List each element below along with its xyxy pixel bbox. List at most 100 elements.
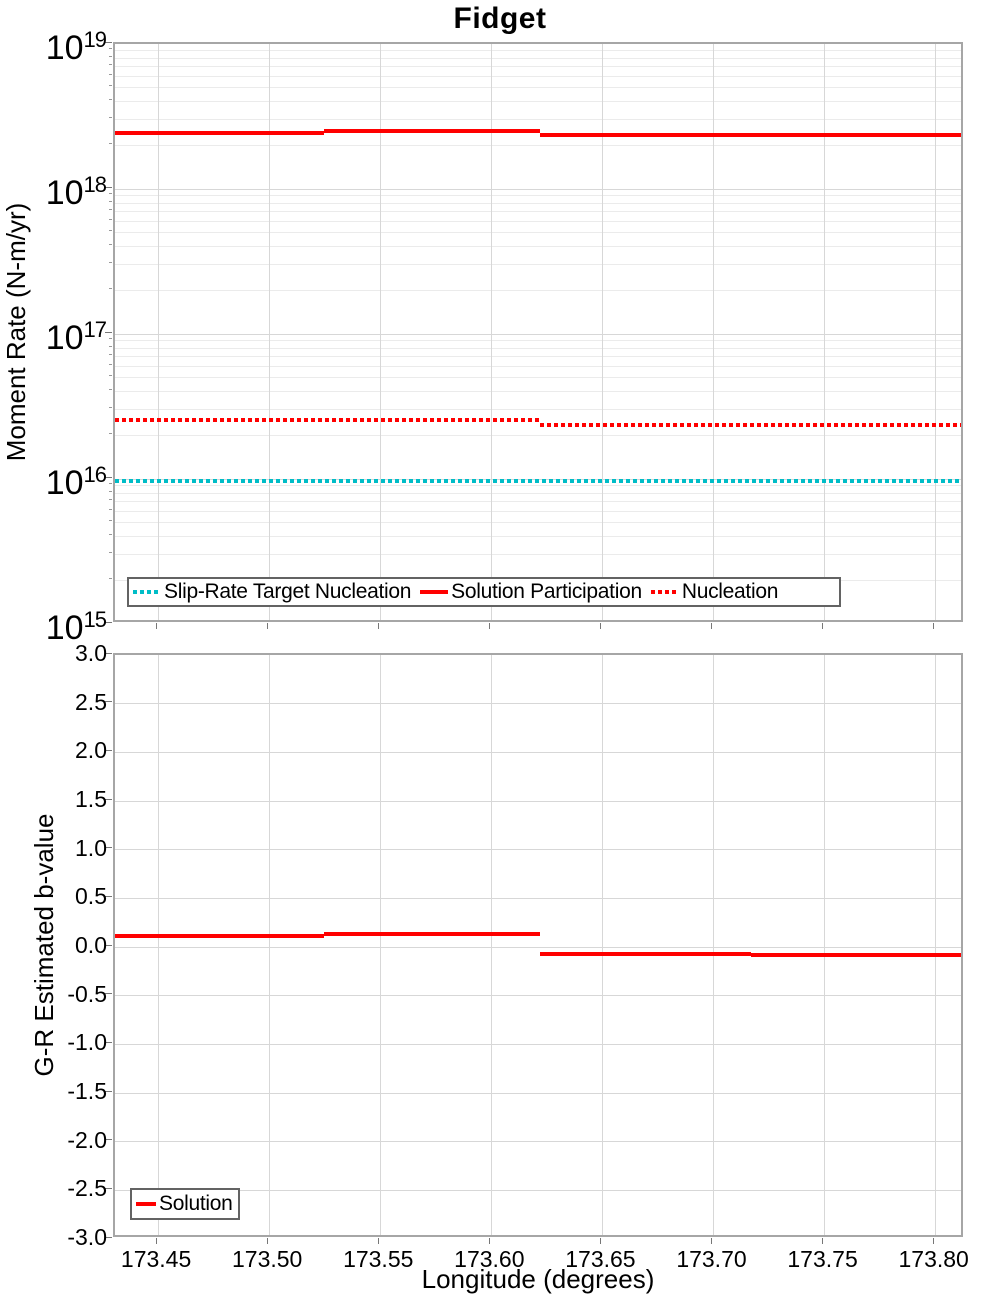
y-tick-mark [105, 895, 112, 897]
gridline-vertical [379, 44, 381, 620]
y-tick-mark [109, 338, 112, 340]
gridline-vertical [601, 655, 603, 1235]
x-tick-mark [488, 623, 490, 629]
y-tick-mark [105, 701, 112, 703]
y-tick-mark [105, 652, 112, 654]
y-tick-mark [105, 1236, 112, 1238]
b-value-plot [113, 653, 963, 1237]
gridline-horizontal [115, 536, 961, 538]
gridline-horizontal [115, 340, 961, 342]
x-tick-mark [266, 623, 268, 629]
gridline-horizontal [115, 365, 961, 367]
y-tick-mark [109, 363, 112, 365]
x-axis-label-longitude: Longitude (degrees) [421, 1264, 655, 1294]
gridline-horizontal [115, 751, 961, 753]
y-tick-mark [109, 407, 112, 409]
y-tick-mark [109, 287, 112, 289]
gridline-horizontal [115, 232, 961, 234]
gridline-horizontal [115, 897, 961, 899]
x-tick-mark [933, 623, 935, 629]
gridline-vertical [490, 655, 492, 1235]
gridline-vertical [713, 655, 714, 1235]
y-tick-mark [109, 262, 112, 264]
gridline-horizontal [115, 202, 961, 204]
gridline-horizontal [115, 220, 961, 222]
y-tick-mark [105, 1139, 112, 1141]
y-tick-mark [105, 186, 112, 188]
y-tick-mark [109, 48, 112, 50]
y-tick-mark [109, 375, 112, 377]
y-tick-mark [105, 1041, 112, 1043]
y-tick-mark [105, 476, 112, 478]
gridline-vertical [824, 44, 826, 620]
gridline-horizontal [115, 492, 961, 494]
y-tick-mark [105, 331, 112, 333]
gridline-vertical [601, 44, 603, 620]
gridline-vertical [379, 655, 381, 1235]
gridline-horizontal [115, 377, 961, 379]
x-tick-mark [377, 623, 379, 629]
y-tick-mark [105, 944, 112, 946]
gridline-horizontal [115, 289, 961, 291]
gridline-horizontal [115, 409, 961, 411]
y-tick-mark [109, 73, 112, 75]
x-tick-mark [711, 623, 712, 629]
gridline-horizontal [115, 144, 961, 146]
gridline-horizontal [115, 347, 961, 349]
gridline-horizontal [115, 500, 961, 502]
series-segment-solution [323, 931, 541, 936]
gridline-vertical [157, 655, 159, 1235]
x-tick-mark [933, 1238, 935, 1244]
x-tick-mark [822, 623, 824, 629]
x-tick-mark [822, 1238, 824, 1244]
gridline-vertical [157, 44, 159, 620]
y-tick-mark [109, 244, 112, 246]
gridline-horizontal [115, 510, 961, 512]
gridline-horizontal [115, 1189, 961, 1191]
series-segment-solution-participation [323, 129, 541, 134]
gridline-horizontal [115, 1092, 961, 1094]
gridline-horizontal [115, 554, 961, 556]
y-tick-mark [109, 520, 112, 522]
y-tick-mark [109, 200, 112, 202]
gridline-horizontal [115, 75, 961, 77]
y-tick-mark [109, 483, 112, 485]
series-segment-nucleation [540, 423, 961, 428]
y-tick-mark [105, 798, 112, 800]
gridline-horizontal [115, 434, 961, 436]
gridline-horizontal [115, 119, 961, 121]
series-segment-solution [540, 951, 752, 956]
y-tick-mark [109, 577, 112, 579]
gridline-horizontal [115, 210, 961, 212]
legend-item-solution: Solution [136, 1192, 233, 1216]
x-tick-mark [155, 1238, 157, 1244]
gridline-horizontal [115, 522, 961, 524]
gridline-horizontal [115, 391, 961, 393]
x-tick-mark [155, 623, 157, 629]
gridline-vertical [713, 44, 714, 620]
legend-item-slip-rate-target-nucleation: Slip-Rate Target Nucleation [133, 580, 411, 604]
y-tick-mark [105, 847, 112, 849]
y-tick-mark [105, 41, 112, 43]
y-tick-mark [109, 63, 112, 65]
y-tick-mark [109, 117, 112, 119]
red-solid-line-swatch-icon [420, 590, 449, 594]
gridline-horizontal [115, 65, 961, 67]
y-tick-mark [109, 208, 112, 210]
gridline-horizontal [115, 800, 961, 802]
y-tick-mark [109, 99, 112, 101]
gridline-horizontal [115, 849, 961, 851]
x-tick-label: 173.45 [120, 1246, 192, 1272]
y-tick-mark [109, 432, 112, 434]
gridline-horizontal [115, 1141, 961, 1143]
gridline-horizontal [115, 355, 961, 357]
x-tick-mark [377, 1238, 379, 1244]
gridline-horizontal [115, 87, 961, 89]
x-tick-mark [488, 1238, 490, 1244]
cyan-dotted-line-swatch-icon [133, 590, 161, 594]
x-tick-label: 173.80 [898, 1246, 969, 1272]
y-tick-mark [105, 993, 112, 995]
gridline-horizontal [115, 264, 961, 266]
gridline-horizontal [115, 50, 961, 52]
